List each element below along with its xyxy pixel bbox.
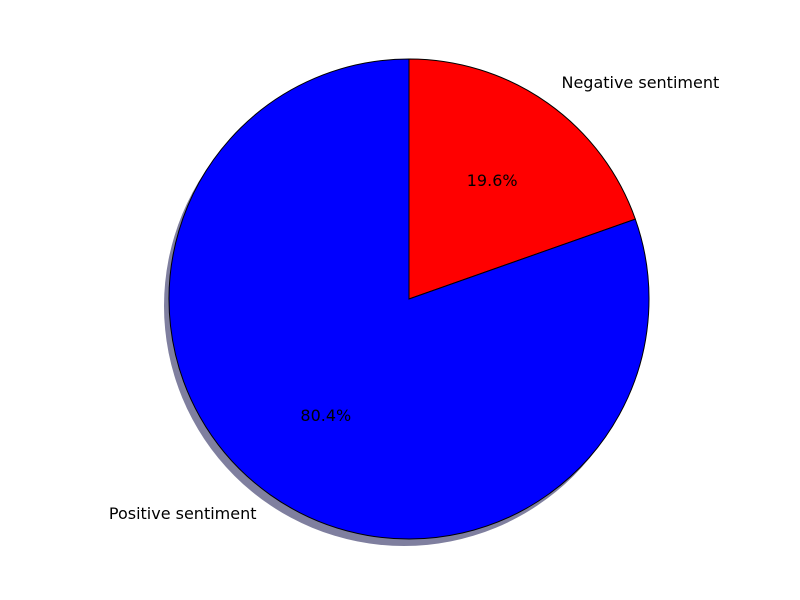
pie-labels: 19.6% Negative sentiment 80.4% Positive sen… — [109, 73, 719, 523]
pct-label-1: 80.4% — [300, 406, 351, 425]
pie-slices — [168, 58, 650, 540]
pie-slice-positive-sentiment — [168, 58, 650, 540]
category-label-1: Positive sentiment — [109, 504, 257, 523]
pct-label-0: 19.6% — [467, 171, 518, 190]
category-label-0: Negative sentiment — [561, 73, 719, 92]
